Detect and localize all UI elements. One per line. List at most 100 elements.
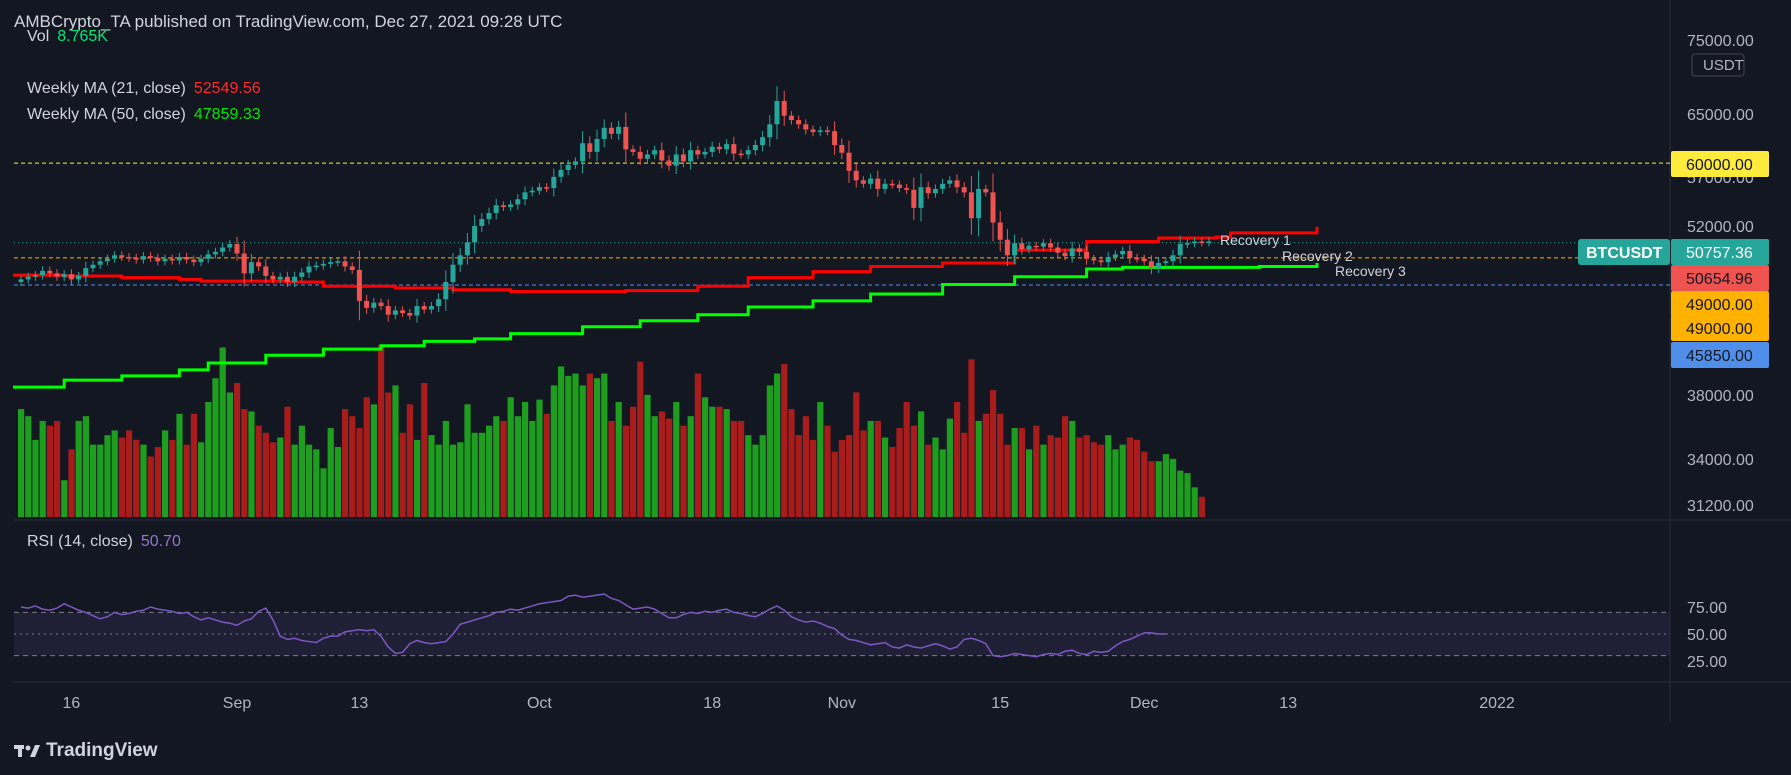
candle-body	[457, 255, 463, 265]
candle	[284, 271, 290, 287]
candle-body	[565, 164, 571, 170]
volume-bar	[1069, 420, 1076, 517]
volume-bar	[284, 406, 291, 517]
candle-body	[954, 180, 960, 188]
time-tick-label: Dec	[1130, 695, 1158, 712]
volume-bar	[428, 435, 435, 517]
candle	[1184, 239, 1190, 249]
candle	[392, 305, 398, 320]
candle-body	[695, 150, 701, 155]
candle-body	[227, 244, 233, 248]
legend-rsi[interactable]: RSI (14, close) 50.70	[27, 533, 181, 551]
volume-bar	[507, 397, 514, 517]
symbol-badge-bg	[1578, 239, 1670, 265]
candle-body	[616, 126, 622, 134]
volume-bar	[968, 359, 975, 517]
volume-bar	[1119, 444, 1126, 517]
volume-bar	[975, 420, 982, 517]
candle	[868, 173, 874, 189]
candle	[1163, 257, 1169, 268]
candle-body	[464, 242, 470, 256]
volume-bar	[939, 449, 946, 517]
candle-body	[1048, 243, 1054, 248]
annotation-label: Recovery 3	[1335, 263, 1406, 279]
candle	[1206, 237, 1212, 247]
volume-bar	[918, 411, 925, 517]
candle-body	[673, 154, 679, 166]
candle	[220, 242, 226, 257]
candle-body	[61, 274, 67, 277]
candle-body	[162, 258, 168, 262]
candle	[1055, 242, 1061, 258]
candle-body	[882, 183, 888, 189]
volume-bar	[111, 430, 118, 517]
time-tick-label: 13	[351, 695, 369, 712]
candle	[126, 252, 132, 262]
level-badge-49000-bg	[1671, 291, 1769, 317]
volume-bar	[896, 428, 903, 517]
volume-bar	[205, 401, 212, 517]
volume-bar	[75, 420, 82, 517]
volume-bar	[334, 447, 341, 517]
ma-price-badge-bg	[1671, 265, 1769, 291]
candle	[356, 250, 362, 321]
candle	[61, 270, 67, 281]
candle-body	[76, 275, 82, 280]
candle	[1192, 237, 1198, 248]
volume-bar	[18, 409, 25, 517]
legend-ma50[interactable]: Weekly MA (50, close) 47859.33	[27, 106, 261, 124]
candle	[1199, 237, 1205, 247]
candle	[515, 194, 521, 210]
volume-bar	[910, 425, 917, 517]
volume-bar	[1191, 487, 1198, 517]
candle-body	[306, 266, 312, 273]
volume-bar	[1090, 442, 1097, 517]
candle	[76, 271, 82, 284]
candle	[1026, 241, 1032, 254]
volume-bar	[1126, 437, 1133, 517]
volume-bar	[889, 447, 896, 517]
candle-body	[241, 253, 247, 274]
last-price-badge: 50757.36	[1686, 245, 1753, 262]
candle-body	[356, 269, 362, 301]
volume-bars	[18, 345, 1205, 517]
volume-bar	[1148, 461, 1155, 517]
volume-bar	[277, 437, 284, 517]
candle-body	[709, 146, 715, 152]
candle-body	[1163, 261, 1169, 264]
tradingview-brand[interactable]: TradingView	[14, 740, 158, 762]
candle	[644, 149, 650, 164]
legend-ma21[interactable]: Weekly MA (21, close) 52549.56	[27, 80, 261, 98]
symbol-badge: BTCUSDT	[1586, 245, 1663, 262]
candle	[889, 179, 895, 189]
candle	[608, 122, 614, 140]
volume-bar	[997, 413, 1004, 517]
candle	[1069, 241, 1075, 263]
candle	[803, 119, 809, 135]
candle-body	[558, 169, 564, 177]
candle	[587, 136, 593, 159]
candle-body	[947, 180, 953, 184]
volume-bar	[565, 375, 572, 517]
candle-body	[133, 257, 139, 260]
volume-bar	[824, 425, 831, 517]
volume-bar	[39, 420, 46, 517]
candle-body	[320, 263, 326, 266]
volume-bar	[867, 420, 874, 517]
volume-bar	[723, 409, 730, 517]
volume-bar	[586, 373, 593, 517]
candle-body	[940, 183, 946, 189]
candle	[198, 254, 204, 267]
candle	[875, 170, 881, 197]
candle	[1062, 248, 1068, 261]
candle	[385, 299, 391, 322]
candle-body	[839, 144, 845, 153]
candle	[738, 149, 744, 159]
candle	[565, 159, 571, 175]
legend-vol[interactable]: Vol 8.765K	[27, 28, 108, 46]
candle	[162, 254, 168, 266]
time-tick-label: 18	[703, 695, 721, 712]
candle-body	[601, 127, 607, 139]
volume-bar	[752, 444, 759, 517]
